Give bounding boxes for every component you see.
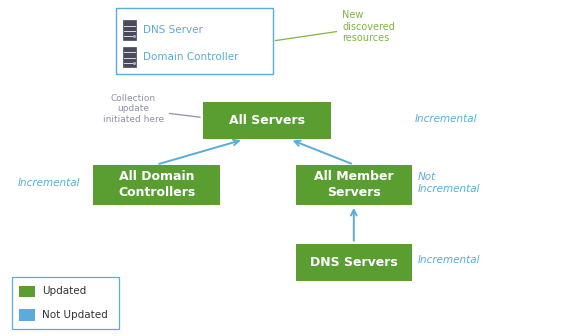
Text: Incremental: Incremental [17,178,80,188]
Text: Updated: Updated [42,286,86,296]
FancyBboxPatch shape [296,244,412,281]
FancyBboxPatch shape [203,102,331,139]
Text: DNS Servers: DNS Servers [310,256,398,268]
Text: All Member
Servers: All Member Servers [314,170,394,199]
Text: Collection
update
initiated here: Collection update initiated here [103,94,200,124]
Text: New
discovered
resources: New discovered resources [276,10,395,43]
Text: Not
Incremental: Not Incremental [418,172,480,194]
FancyBboxPatch shape [123,47,136,67]
FancyBboxPatch shape [93,165,220,205]
Text: Incremental: Incremental [415,114,477,124]
FancyBboxPatch shape [296,165,412,205]
Text: DNS Server: DNS Server [143,25,203,35]
FancyBboxPatch shape [123,20,136,40]
Text: Not Updated: Not Updated [42,310,107,320]
FancyBboxPatch shape [19,286,35,297]
FancyBboxPatch shape [116,8,273,74]
Text: Incremental: Incremental [418,255,480,265]
FancyBboxPatch shape [19,309,35,321]
FancyBboxPatch shape [12,277,119,329]
Text: All Domain
Controllers: All Domain Controllers [118,170,195,199]
Text: Domain Controller: Domain Controller [143,52,239,62]
Text: All Servers: All Servers [229,115,305,127]
